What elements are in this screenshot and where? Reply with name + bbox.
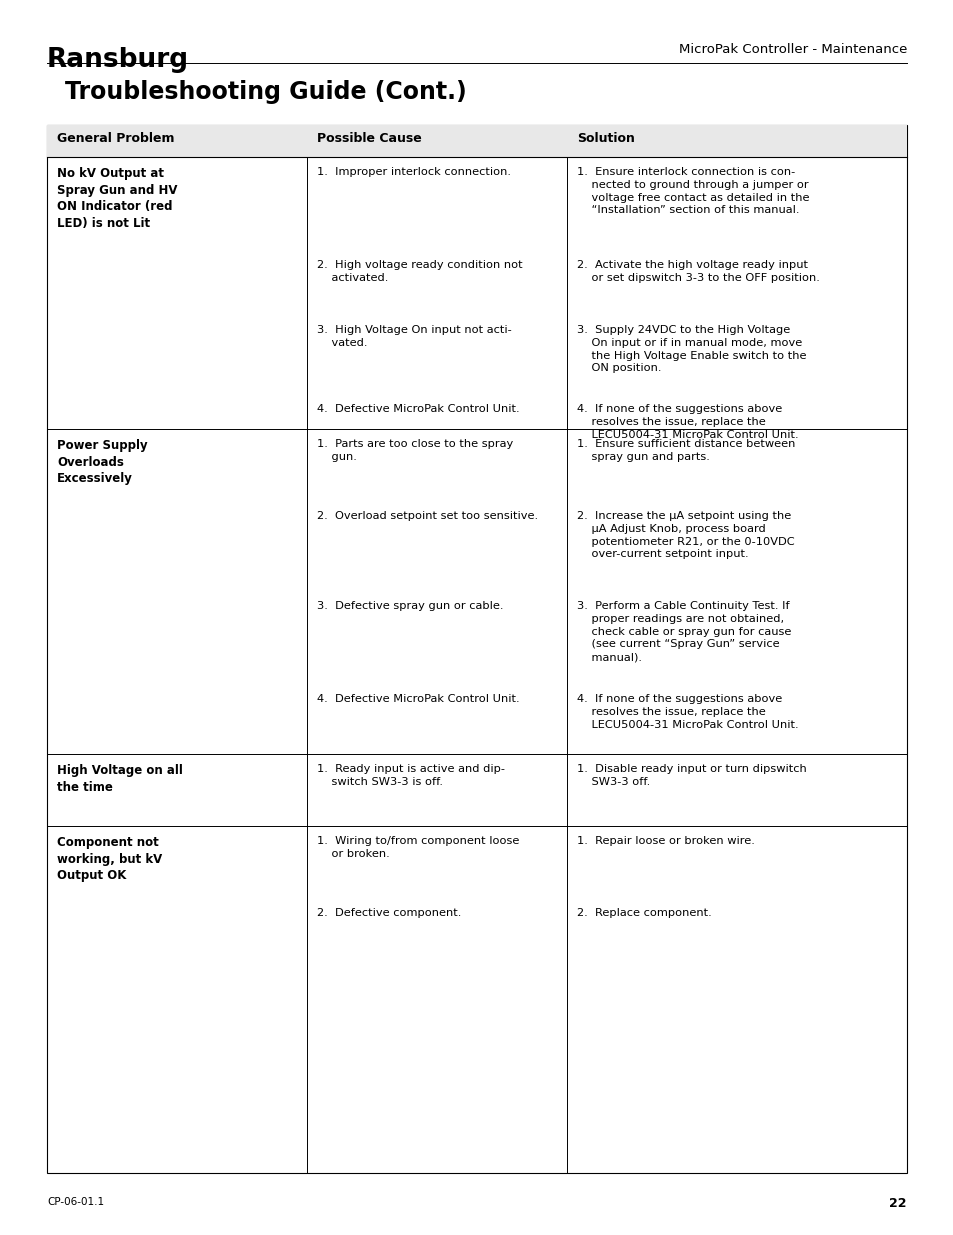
Text: 1.  Improper interlock connection.: 1. Improper interlock connection. [316, 167, 511, 177]
Text: 4.  Defective MicroPak Control Unit.: 4. Defective MicroPak Control Unit. [316, 694, 519, 704]
Text: Power Supply
Overloads
Excessively: Power Supply Overloads Excessively [57, 438, 148, 485]
Bar [47, 125, 906, 157]
Text: 1.  Repair loose or broken wire.: 1. Repair loose or broken wire. [577, 836, 754, 846]
Text: 1.  Wiring to/from component loose
    or broken.: 1. Wiring to/from component loose or bro… [316, 836, 518, 858]
Text: 3.  Defective spray gun or cable.: 3. Defective spray gun or cable. [316, 601, 503, 611]
Text: 3.  Supply 24VDC to the High Voltage
    On input or if in manual mode, move
   : 3. Supply 24VDC to the High Voltage On i… [577, 325, 805, 373]
Text: 2.  Increase the μA setpoint using the
    μA Adjust Knob, process board
    pot: 2. Increase the μA setpoint using the μA… [577, 511, 794, 559]
Text: 2.  Replace component.: 2. Replace component. [577, 908, 711, 918]
Text: 1.  Parts are too close to the spray
    gun.: 1. Parts are too close to the spray gun. [316, 438, 513, 462]
Text: Troubleshooting Guide (Cont.): Troubleshooting Guide (Cont.) [65, 80, 466, 104]
Text: 1.  Ensure interlock connection is con-
    nected to ground through a jumper or: 1. Ensure interlock connection is con- n… [577, 167, 809, 215]
Text: CP-06-01.1: CP-06-01.1 [47, 1197, 104, 1207]
Text: 2.  Defective component.: 2. Defective component. [316, 908, 461, 918]
Text: Ransburg: Ransburg [47, 47, 189, 73]
Text: 4.  If none of the suggestions above
    resolves the issue, replace the
    LEC: 4. If none of the suggestions above reso… [577, 404, 798, 440]
Text: Component not
working, but kV
Output OK: Component not working, but kV Output OK [57, 836, 162, 882]
Text: 4.  If none of the suggestions above
    resolves the issue, replace the
    LEC: 4. If none of the suggestions above reso… [577, 694, 798, 730]
Text: 1.  Disable ready input or turn dipswitch
    SW3-3 off.: 1. Disable ready input or turn dipswitch… [577, 764, 806, 787]
Text: 3.  High Voltage On input not acti-
    vated.: 3. High Voltage On input not acti- vated… [316, 325, 511, 348]
Text: Possible Cause: Possible Cause [316, 132, 421, 144]
Text: 1.  Ensure sufficient distance between
    spray gun and parts.: 1. Ensure sufficient distance between sp… [577, 438, 795, 462]
Text: General Problem: General Problem [57, 132, 174, 144]
Text: Solution: Solution [577, 132, 634, 144]
Text: High Voltage on all
the time: High Voltage on all the time [57, 764, 183, 794]
Text: 2.  High voltage ready condition not
    activated.: 2. High voltage ready condition not acti… [316, 261, 522, 283]
Text: 1.  Ready input is active and dip-
    switch SW3-3 is off.: 1. Ready input is active and dip- switch… [316, 764, 504, 787]
Text: MicroPak Controller - Maintenance: MicroPak Controller - Maintenance [678, 43, 906, 56]
Bar [47, 125, 906, 1173]
Text: No kV Output at
Spray Gun and HV
ON Indicator (red
LED) is not Lit: No kV Output at Spray Gun and HV ON Indi… [57, 167, 177, 230]
Text: 2.  Overload setpoint set too sensitive.: 2. Overload setpoint set too sensitive. [316, 511, 537, 521]
Text: 3.  Perform a Cable Continuity Test. If
    proper readings are not obtained,
  : 3. Perform a Cable Continuity Test. If p… [577, 601, 791, 662]
Text: 22: 22 [888, 1197, 906, 1210]
Text: 2.  Activate the high voltage ready input
    or set dipswitch 3-3 to the OFF po: 2. Activate the high voltage ready input… [577, 261, 819, 283]
Text: 4.  Defective MicroPak Control Unit.: 4. Defective MicroPak Control Unit. [316, 404, 519, 414]
